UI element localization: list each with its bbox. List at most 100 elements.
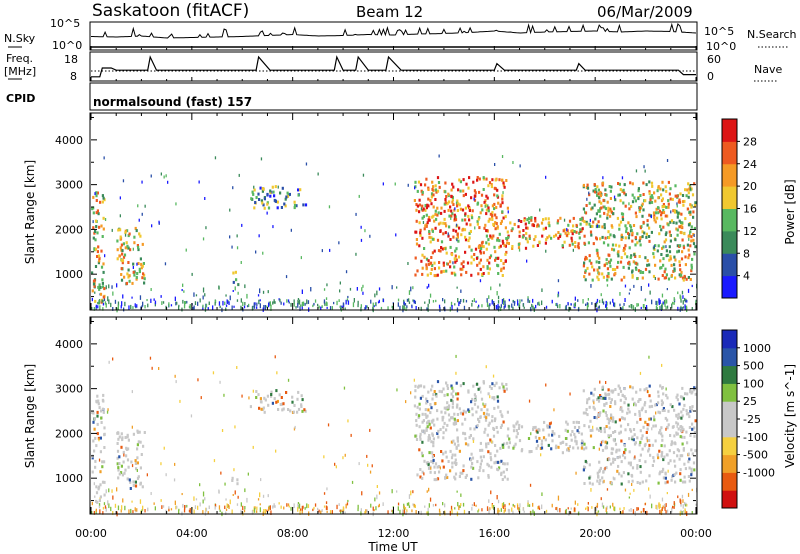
echo-cell [421, 272, 424, 276]
echo-cell [628, 437, 631, 441]
echo-cell [610, 185, 613, 189]
echo-cell [506, 241, 509, 245]
echo-cell [139, 499, 142, 504]
echo-cell [127, 465, 130, 469]
echo-cell [667, 409, 670, 413]
echo-cell [634, 211, 637, 215]
echo-cell [490, 490, 492, 495]
echo-cell [682, 448, 685, 452]
echo-cell [601, 502, 604, 508]
echo-cell [262, 251, 264, 255]
echo-cell [104, 301, 107, 305]
echo-cell [618, 244, 621, 248]
echo-cell [471, 462, 474, 465]
echo-cell [687, 276, 690, 279]
echo-cell [456, 238, 458, 242]
echo-cell [653, 216, 656, 219]
echo-cell [572, 420, 575, 424]
echo-cell [563, 218, 566, 222]
echo-cell [627, 236, 630, 240]
echo-cell [599, 237, 602, 241]
echo-cell [424, 204, 427, 208]
echo-cell [119, 214, 121, 218]
echo-cell [446, 423, 449, 427]
echo-cell [681, 442, 684, 446]
y-tick-label: 1000 [55, 268, 83, 281]
echo-cell [450, 209, 453, 213]
echo-cell [425, 427, 428, 431]
echo-cell [262, 203, 265, 207]
echo-cell [669, 255, 672, 259]
echo-cell [670, 210, 672, 214]
echo-cell [679, 435, 682, 439]
echo-cell [451, 386, 454, 390]
echo-cell [688, 426, 691, 429]
colorbar-segment [722, 208, 737, 232]
echo-cell [240, 298, 242, 303]
echo-cell [296, 397, 299, 401]
echo-cell [672, 505, 674, 509]
echo-cell [618, 448, 621, 452]
echo-cell [456, 199, 459, 203]
echo-cell [362, 173, 365, 177]
echo-cell [672, 301, 674, 305]
echo-cell [455, 201, 459, 205]
echo-cell [452, 203, 455, 206]
echo-cell [636, 303, 638, 307]
x-axis-title: Time UT [367, 540, 418, 554]
echo-cell [681, 511, 683, 515]
echo-cell [301, 289, 303, 295]
echo-cell [415, 242, 419, 246]
echo-cell [668, 449, 671, 453]
echo-cell [140, 266, 143, 270]
echo-cell [301, 304, 303, 310]
echo-cell [548, 234, 551, 238]
echo-cell [243, 509, 246, 513]
echo-cell [240, 509, 242, 514]
echo-cell [437, 211, 440, 215]
echo-cell [136, 443, 139, 447]
echo-cell [614, 400, 617, 404]
x-tick-label: 12:00 [378, 527, 410, 540]
echo-cell [640, 408, 643, 412]
echo-cell [585, 303, 587, 306]
echo-cell [620, 256, 623, 260]
echo-cell [240, 502, 242, 507]
echo-cell [593, 407, 596, 411]
echo-cell [642, 193, 645, 196]
echo-cell [428, 231, 431, 235]
echo-cell [122, 460, 125, 464]
echo-cell [501, 478, 504, 481]
echo-cell [299, 508, 302, 511]
echo-cell [545, 509, 548, 513]
echo-cell [229, 208, 231, 212]
echo-cell [499, 203, 502, 207]
echo-cell [453, 412, 456, 416]
echo-cell [610, 415, 613, 419]
echo-cell [626, 255, 629, 259]
echo-cell [121, 438, 124, 442]
echo-cell [536, 223, 539, 227]
nsearch-label: N.Search [747, 28, 797, 41]
echo-cell [574, 302, 576, 307]
echo-cell [91, 297, 93, 302]
echo-cell [612, 457, 615, 461]
echo-cell [446, 387, 449, 390]
echo-cell [612, 234, 615, 238]
echo-cell [360, 225, 362, 229]
echo-cell [673, 263, 676, 267]
echo-cell [433, 478, 436, 482]
echo-cell [253, 303, 256, 309]
echo-cell [577, 246, 580, 250]
echo-cell [627, 221, 630, 225]
echo-cell [437, 222, 441, 226]
echo-cell [676, 448, 679, 452]
echo-cell [603, 479, 605, 483]
echo-cell [126, 435, 129, 439]
echo-cell [553, 234, 556, 238]
echo-cell [329, 510, 332, 515]
echo-cell [500, 471, 503, 475]
echo-cell [283, 202, 286, 206]
echo-cell [421, 476, 424, 480]
echo-cell [415, 510, 417, 514]
